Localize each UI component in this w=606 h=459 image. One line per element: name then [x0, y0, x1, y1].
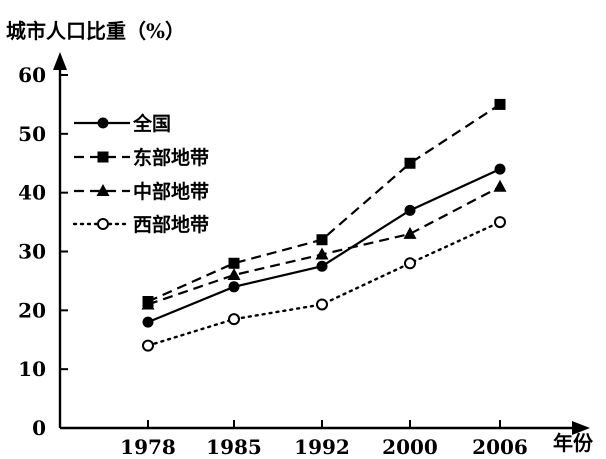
- y-axis-title: 城市人口比重（%）: [6, 19, 185, 43]
- y-axis-arrow: [53, 52, 67, 70]
- legend-item: 西部地带: [72, 213, 209, 236]
- x-tick-label: 1992: [294, 435, 350, 459]
- y-ticks: 0 10 20 30 40 50 60: [18, 63, 68, 440]
- data-point: [228, 281, 240, 293]
- data-point: [404, 157, 416, 169]
- series-line: [146, 220, 502, 347]
- y-tick-label: 40: [18, 181, 46, 205]
- data-point: [493, 179, 507, 192]
- series-4: [142, 216, 506, 352]
- y-tick-label: 60: [18, 63, 46, 87]
- legend-marker: [97, 151, 109, 163]
- data-point: [494, 98, 506, 110]
- y-tick-label: 20: [18, 298, 46, 322]
- data-point: [494, 163, 506, 175]
- legend-label: 中部地带: [133, 180, 209, 203]
- data-point: [228, 257, 240, 269]
- legend-item: 东部地带: [74, 146, 209, 169]
- data-point: [494, 216, 506, 229]
- legend-item: 全国: [74, 112, 171, 135]
- data-point: [228, 313, 240, 326]
- data-point: [142, 339, 154, 352]
- data-point: [227, 268, 241, 281]
- data-point: [141, 297, 155, 310]
- y-tick-label: 50: [18, 122, 46, 146]
- x-tick-label: 2000: [382, 435, 438, 459]
- data-point: [404, 257, 416, 270]
- legend-label: 全国: [132, 112, 171, 135]
- data-point: [316, 260, 328, 272]
- x-tick-label: 2006: [472, 435, 528, 459]
- legend-marker: [96, 184, 110, 196]
- data-point: [404, 204, 416, 216]
- x-axis-arrow: [572, 421, 590, 435]
- x-axis-title: 年份: [553, 431, 594, 455]
- series-3: [141, 179, 507, 310]
- y-tick-label: 30: [18, 240, 46, 264]
- x-tick-label: 1985: [206, 435, 262, 459]
- data-point: [316, 234, 328, 246]
- x-tick-label: 1978: [120, 435, 176, 459]
- y-tick-label: 10: [18, 357, 46, 381]
- y-tick-label: 0: [32, 416, 46, 440]
- legend-label: 东部地带: [133, 146, 209, 169]
- x-ticks: 1978 1985 1992 2000 2006: [120, 420, 528, 459]
- legend-item: 中部地带: [74, 180, 209, 203]
- series-layer: [141, 98, 507, 352]
- legend-marker: [97, 218, 109, 230]
- legend-label: 西部地带: [133, 213, 209, 236]
- data-point: [316, 298, 328, 311]
- data-point: [142, 316, 154, 328]
- data-point: [315, 247, 329, 260]
- series-1: [142, 163, 506, 328]
- legend-marker: [97, 117, 109, 129]
- data-point: [403, 226, 417, 239]
